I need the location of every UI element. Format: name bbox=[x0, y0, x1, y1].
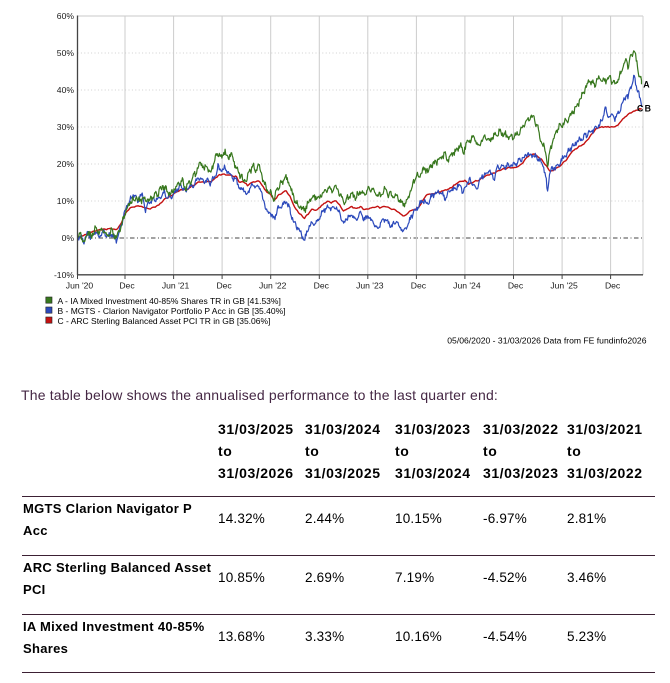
svg-text:A: A bbox=[643, 80, 650, 90]
svg-text:A - IA Mixed Investment 40-85%: A - IA Mixed Investment 40-85% Shares TR… bbox=[58, 296, 281, 306]
svg-text:20%: 20% bbox=[57, 159, 75, 169]
svg-text:50%: 50% bbox=[57, 48, 75, 58]
svg-text:40%: 40% bbox=[57, 85, 75, 95]
svg-text:B - MGTS - Clarion Navigator P: B - MGTS - Clarion Navigator Portfolio P… bbox=[58, 306, 286, 316]
svg-text:05/06/2020 - 31/03/2026 Data f: 05/06/2020 - 31/03/2026 Data from FE fun… bbox=[447, 336, 646, 346]
svg-text:-10%: -10% bbox=[54, 270, 74, 280]
svg-text:C - ARC Sterling Balanced Asse: C - ARC Sterling Balanced Asset PCI TR i… bbox=[58, 316, 271, 326]
svg-text:Dec: Dec bbox=[411, 281, 427, 291]
svg-text:Dec: Dec bbox=[119, 281, 135, 291]
svg-text:Jun '21: Jun '21 bbox=[162, 281, 190, 291]
svg-text:Jun '25: Jun '25 bbox=[550, 281, 578, 291]
svg-text:Jun '22: Jun '22 bbox=[259, 281, 287, 291]
svg-text:Jun '23: Jun '23 bbox=[356, 281, 384, 291]
svg-text:Jun '24: Jun '24 bbox=[453, 281, 481, 291]
svg-text:0%: 0% bbox=[62, 233, 75, 243]
svg-text:Jun '20: Jun '20 bbox=[66, 281, 94, 291]
svg-text:Dec: Dec bbox=[508, 281, 524, 291]
svg-text:10%: 10% bbox=[57, 196, 75, 206]
svg-text:Dec: Dec bbox=[605, 281, 621, 291]
svg-text:C: C bbox=[637, 103, 644, 113]
svg-text:Dec: Dec bbox=[216, 281, 232, 291]
svg-text:B: B bbox=[645, 103, 651, 113]
svg-text:60%: 60% bbox=[57, 11, 75, 21]
svg-text:30%: 30% bbox=[57, 122, 75, 132]
svg-text:Dec: Dec bbox=[314, 281, 330, 291]
